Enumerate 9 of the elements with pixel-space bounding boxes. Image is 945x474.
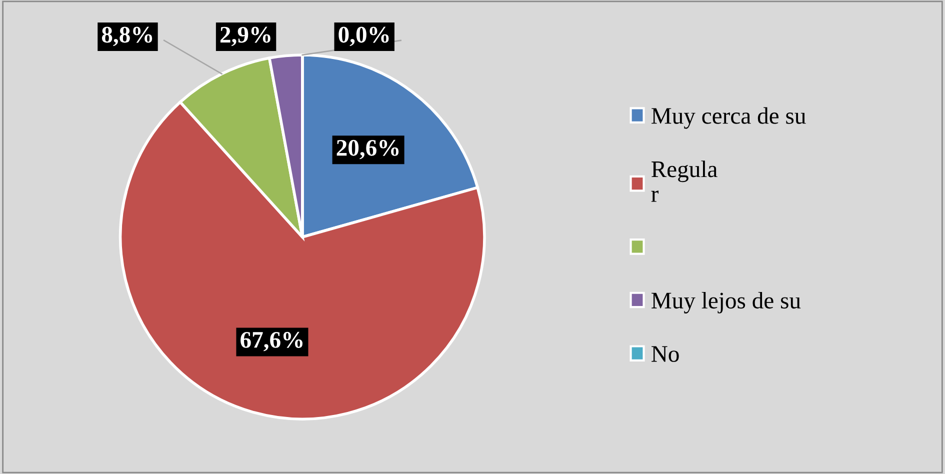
legend-label: Muy lejos de su [652, 292, 801, 314]
data-label: 2,9% [220, 26, 270, 46]
legend-label: Regula r [651, 160, 718, 202]
data-label: 67,6% [240, 332, 302, 352]
data-label: 20,6% [336, 140, 399, 160]
text: 0,0% [338, 26, 389, 46]
legend-label: No [652, 346, 679, 362]
data-label: 8,8% [102, 26, 152, 46]
legend-label: Muy cerca de su [652, 107, 806, 129]
